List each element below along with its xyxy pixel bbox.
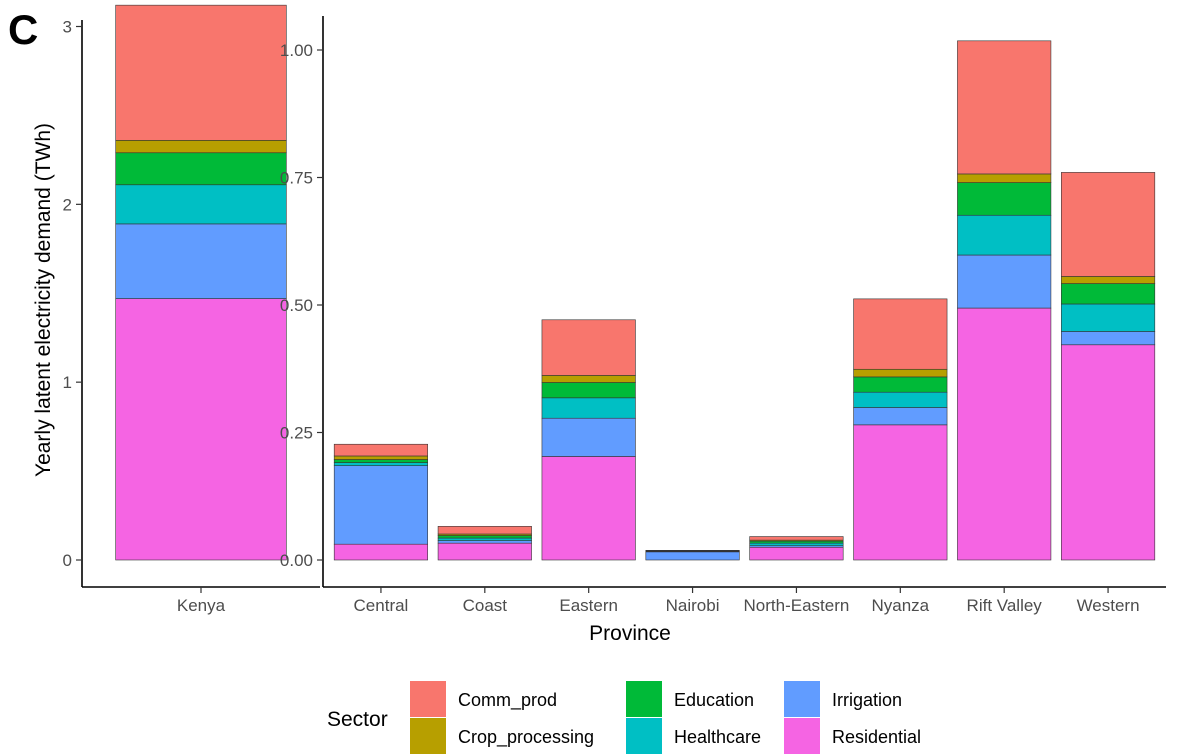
x-tick-label: Eastern [559, 596, 618, 615]
y-tick-label: 0.75 [280, 169, 313, 188]
y-tick-label: 0.50 [280, 296, 313, 315]
legend-key-comm-prod [410, 681, 446, 717]
y-tick-label: 0.25 [280, 424, 313, 443]
bar-irrigation [853, 407, 948, 426]
x-tick-label: Rift Valley [967, 596, 1043, 615]
bar-education [115, 152, 287, 186]
y-tick-label: 0 [63, 551, 72, 570]
bar-irrigation [957, 254, 1052, 309]
bar-education [1061, 283, 1156, 305]
legend-label: Irrigation [832, 690, 902, 710]
bar-comm-prod [645, 550, 740, 552]
y-tick-label: 3 [63, 18, 72, 37]
bar-irrigation [541, 417, 636, 457]
bar-crop-processing [957, 173, 1052, 183]
x-tick-label: Western [1077, 596, 1140, 615]
bar-irrigation [333, 465, 428, 545]
x-tick-label: Coast [463, 596, 508, 615]
legend-key-healthcare [626, 718, 662, 754]
bar-comm-prod [1061, 172, 1156, 277]
x-axis-title: Province [589, 622, 671, 645]
legend-label: Education [674, 690, 754, 710]
province-panel: 0.00 0.25 0.50 0.75 1.00 Central Coast Eastern N… [280, 16, 1166, 615]
bar-irrigation [645, 551, 740, 561]
y-axis-title: Yearly latent electricity demand (TWh) [32, 123, 55, 477]
bar-healthcare [437, 537, 532, 541]
legend-label: Healthcare [674, 727, 761, 747]
x-tick-label: North-Eastern [744, 596, 850, 615]
bar-education [853, 376, 948, 393]
bar-crop-processing [115, 140, 287, 154]
legend-label: Crop_processing [458, 727, 594, 748]
legend-key-education [626, 681, 662, 717]
legend-label: Residential [832, 727, 921, 747]
bar-irrigation [437, 540, 532, 544]
legend-key-residential [784, 718, 820, 754]
bar-irrigation [115, 223, 287, 299]
x-tick-label: Nyanza [871, 596, 929, 615]
bar-residential [115, 298, 287, 561]
bar-healthcare [333, 462, 428, 466]
bar-education [333, 459, 428, 463]
bar-education [749, 540, 844, 544]
bar-comm-prod [333, 443, 428, 457]
bar-healthcare [541, 397, 636, 419]
bar-healthcare [115, 184, 287, 225]
bar-comm-prod [541, 319, 636, 376]
bar-comm-prod [437, 526, 532, 535]
bar-education [437, 535, 532, 539]
bar-healthcare [1061, 303, 1156, 332]
bar-comm-prod [853, 298, 948, 370]
legend-label: Comm_prod [458, 690, 557, 711]
bar-irrigation [1061, 331, 1156, 346]
legend-key-irrigation [784, 681, 820, 717]
bar-residential [541, 456, 636, 561]
bar-healthcare [749, 542, 844, 547]
bar-education [957, 182, 1052, 216]
x-tick-label: Central [354, 596, 409, 615]
bar-healthcare [957, 214, 1052, 256]
bar-comm-prod [957, 40, 1052, 175]
bar-residential [1061, 344, 1156, 561]
bar-residential [957, 307, 1052, 561]
bar-residential [333, 543, 428, 561]
y-tick-label: 1.00 [280, 41, 313, 60]
bar-comm-prod [749, 536, 844, 541]
y-tick-label: 0.00 [280, 551, 313, 570]
kenya-panel: 0 1 2 3 Kenya [63, 4, 320, 615]
bar-residential [749, 546, 844, 561]
x-tick-label: Nairobi [666, 596, 720, 615]
panel-label: C [8, 6, 38, 53]
y-tick-label: 2 [63, 195, 72, 214]
bar-residential [853, 424, 948, 561]
bar-crop-processing [853, 368, 948, 378]
bar-healthcare [853, 391, 948, 408]
x-tick-label: Kenya [177, 596, 226, 615]
legend-title: Sector [327, 708, 388, 731]
bar-crop-processing [1061, 276, 1156, 284]
y-tick-label: 1 [63, 373, 72, 392]
bar-comm-prod [115, 4, 287, 141]
legend: Sector Comm_prod Crop_processing Education… [327, 681, 921, 754]
bar-crop-processing [333, 455, 428, 460]
legend-key-crop-processing [410, 718, 446, 754]
bar-residential [437, 542, 532, 561]
bar-education [541, 382, 636, 399]
bar-crop-processing [541, 375, 636, 383]
